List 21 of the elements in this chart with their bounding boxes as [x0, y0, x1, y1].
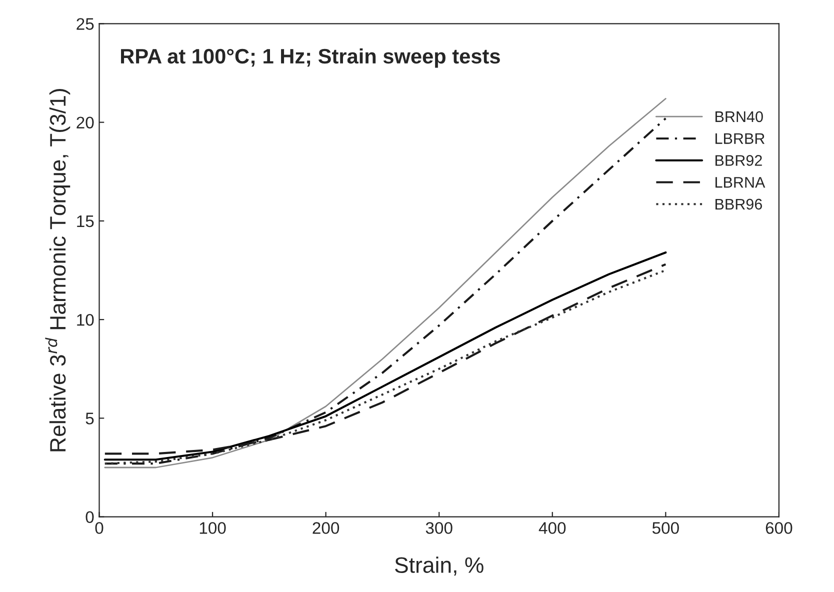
x-tick-label: 0 [95, 522, 104, 534]
y-tick-label: 20 [76, 116, 94, 129]
legend-label: LBRNA [716, 177, 766, 188]
y-tick-label: 5 [86, 412, 94, 424]
x-tick-label: 300 [426, 522, 452, 534]
x-tick-label: 400 [538, 522, 566, 534]
legend-label: BBR92 [716, 155, 762, 166]
x-tick-label: 100 [200, 522, 226, 534]
x-tick-label: 200 [312, 522, 340, 534]
x-tick-label: 500 [652, 522, 679, 534]
y-axis-title: Relative 3$^{rd}$ Harmonic Torque, T(3/1) [45, 89, 70, 452]
text: RPA at 100°C; 1 Hz; Strain sweep tests [121, 48, 500, 68]
y-tick-label: 0 [86, 511, 94, 524]
x-axis-title: Strain, % [395, 556, 484, 576]
y-tick-label: 25 [76, 18, 94, 30]
x-tick-label: 600 [766, 522, 792, 534]
y-tick-label: 15 [77, 216, 94, 228]
legend-label: BRN40 [716, 111, 763, 122]
legend-label: LBRBR [716, 133, 764, 144]
y-tick-label: 10 [77, 314, 94, 326]
legend-label: BBR96 [716, 198, 762, 210]
